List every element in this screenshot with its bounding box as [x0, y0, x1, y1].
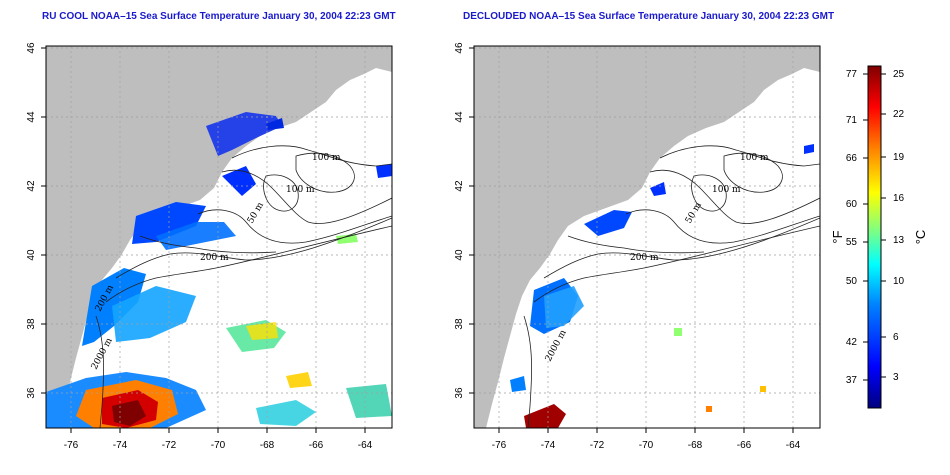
y-tick-label: 38 — [454, 318, 465, 330]
contour-label: 100 m — [712, 185, 741, 195]
celsius-ticks — [881, 73, 886, 378]
y-tick-label: 40 — [454, 249, 465, 261]
x-tick-label: -70 — [639, 440, 654, 451]
x-tick-label: -70 — [211, 440, 226, 451]
fahrenheit-unit-label: °F — [830, 230, 845, 243]
fahrenheit-tick-labels: 77 71 66 60 55 50 42 37 — [846, 69, 858, 386]
right-x-ticks — [498, 428, 794, 433]
celsius-tick-label: 25 — [893, 69, 905, 80]
left-y-ticks — [41, 47, 46, 394]
left-x-tick-labels: -76 -74 -72 -70 -68 -66 -64 — [64, 440, 373, 451]
x-tick-label: -68 — [260, 440, 275, 451]
fahrenheit-tick-label: 66 — [846, 153, 858, 164]
right-grid — [474, 46, 820, 428]
celsius-tick-label: 19 — [893, 152, 905, 163]
fahrenheit-tick-label: 71 — [846, 115, 858, 126]
right-sst-map: 100 m 100 m 50 m 200 m 2000 m -76 -74 -7… — [454, 42, 821, 451]
left-grid — [46, 46, 392, 428]
y-tick-label: 44 — [454, 111, 465, 123]
x-tick-label: -66 — [309, 440, 324, 451]
x-tick-label: -72 — [590, 440, 605, 451]
celsius-tick-label: 13 — [893, 235, 905, 246]
x-tick-label: -76 — [492, 440, 507, 451]
fahrenheit-tick-label: 55 — [846, 237, 858, 248]
celsius-tick-label: 3 — [893, 372, 899, 383]
left-map-title: RU COOL NOAA–15 Sea Surface Temperature … — [42, 11, 396, 22]
right-y-tick-labels: 46 44 42 40 38 36 — [454, 42, 465, 399]
fahrenheit-ticks — [863, 73, 868, 381]
y-tick-label: 42 — [454, 180, 465, 192]
y-tick-label: 36 — [26, 387, 37, 399]
contour-label: 100 m — [312, 153, 341, 163]
celsius-tick-labels: 25 22 19 16 13 10 6 3 — [893, 69, 905, 383]
fahrenheit-tick-label: 50 — [846, 276, 858, 287]
y-tick-label: 46 — [454, 42, 465, 54]
right-sst-patches — [510, 144, 814, 428]
y-tick-label: 44 — [26, 111, 37, 123]
contour-label: 200 m — [200, 253, 229, 263]
right-y-ticks — [469, 47, 474, 394]
y-tick-label: 40 — [26, 249, 37, 261]
fahrenheit-tick-label: 37 — [846, 375, 858, 386]
x-tick-label: -66 — [737, 440, 752, 451]
colorbar-gradient — [867, 65, 882, 409]
contour-label: 100 m — [740, 153, 769, 163]
y-tick-label: 42 — [26, 180, 37, 192]
x-tick-label: -72 — [162, 440, 177, 451]
right-map-title: DECLOUDED NOAA–15 Sea Surface Temperatur… — [463, 11, 835, 22]
celsius-tick-label: 10 — [893, 276, 905, 287]
x-tick-label: -64 — [358, 440, 373, 451]
contour-label: 100 m — [286, 185, 315, 195]
right-bathymetry — [523, 145, 820, 428]
temperature-colorbar: 77 71 66 60 55 50 42 37 25 22 19 16 13 1… — [830, 65, 928, 409]
contour-label: 200 m — [630, 253, 659, 263]
fahrenheit-tick-label: 42 — [846, 337, 858, 348]
celsius-tick-label: 22 — [893, 109, 905, 120]
right-x-tick-labels: -76 -74 -72 -70 -68 -66 -64 — [492, 440, 801, 451]
x-tick-label: -76 — [64, 440, 79, 451]
fahrenheit-tick-label: 60 — [846, 199, 858, 210]
fahrenheit-tick-label: 77 — [846, 69, 858, 80]
celsius-tick-label: 16 — [893, 193, 905, 204]
left-y-tick-labels: 46 44 42 40 38 36 — [26, 42, 37, 399]
y-tick-label: 36 — [454, 387, 465, 399]
x-tick-label: -74 — [113, 440, 128, 451]
x-tick-label: -68 — [688, 440, 703, 451]
celsius-unit-label: °C — [913, 230, 928, 245]
celsius-tick-label: 6 — [893, 332, 899, 343]
left-bathymetry — [95, 145, 392, 428]
y-tick-label: 46 — [26, 42, 37, 54]
x-tick-label: -74 — [541, 440, 556, 451]
x-tick-label: -64 — [786, 440, 801, 451]
left-sst-map: 100 m 100 m 50 m 200 m 200 m 2000 m -76 … — [26, 42, 393, 451]
y-tick-label: 38 — [26, 318, 37, 330]
left-x-ticks — [70, 428, 366, 433]
